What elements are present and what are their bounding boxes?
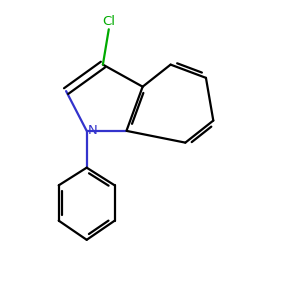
Text: Cl: Cl — [102, 15, 115, 28]
Text: N: N — [88, 124, 98, 137]
